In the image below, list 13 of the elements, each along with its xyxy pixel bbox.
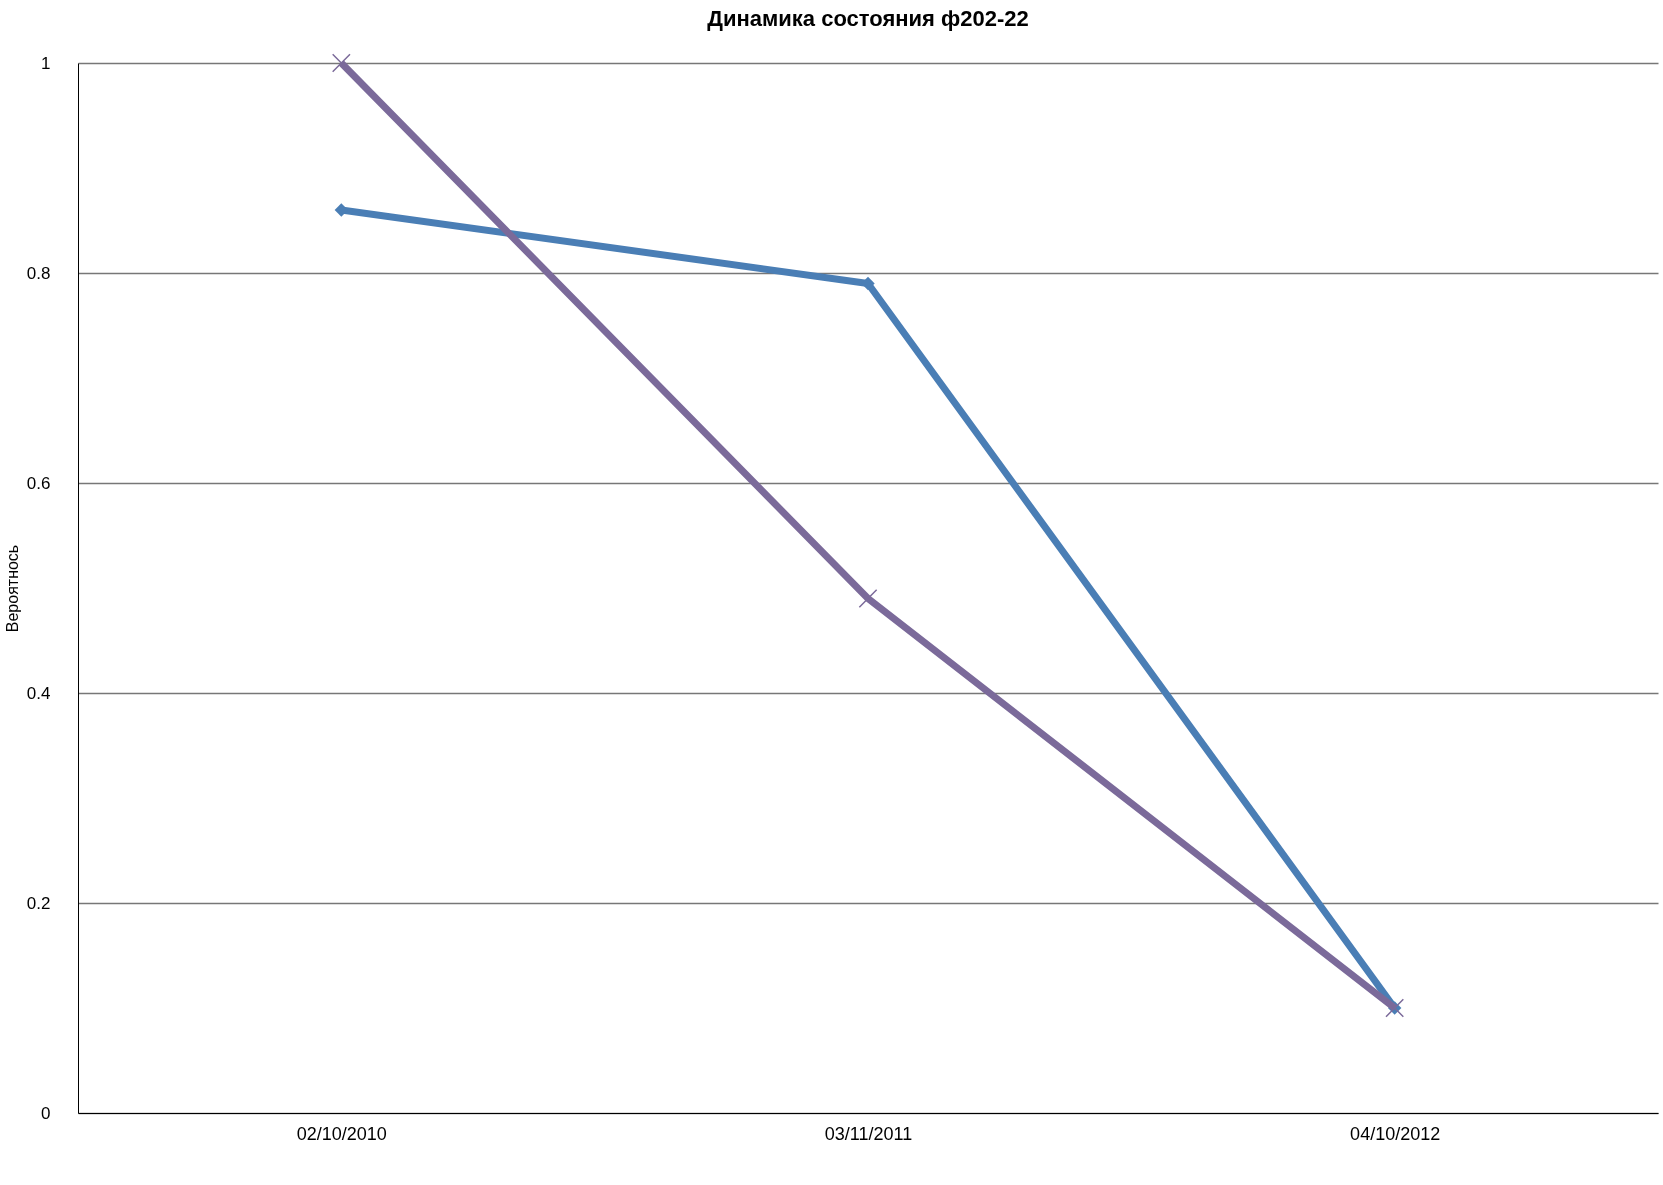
- y-tick-label: 0.2: [26, 893, 51, 913]
- y-tick-label: 0: [41, 1103, 51, 1123]
- y-tick-label: 0.4: [26, 683, 51, 703]
- y-tick-label: 0.6: [26, 473, 51, 493]
- y-tick-label: 1: [41, 53, 51, 73]
- x-tick-label: 04/10/2012: [1350, 1123, 1441, 1144]
- chart-title: Динамика состояния ф202-22: [707, 6, 1029, 32]
- x-tick-label: 03/11/2011: [824, 1123, 913, 1144]
- point: [858, 589, 878, 608]
- y-tick-label: 0.8: [26, 263, 51, 283]
- x-tick-label: 02/10/2010: [296, 1123, 387, 1144]
- point: [331, 53, 351, 73]
- y-axis-title: Вероятнось: [3, 544, 21, 633]
